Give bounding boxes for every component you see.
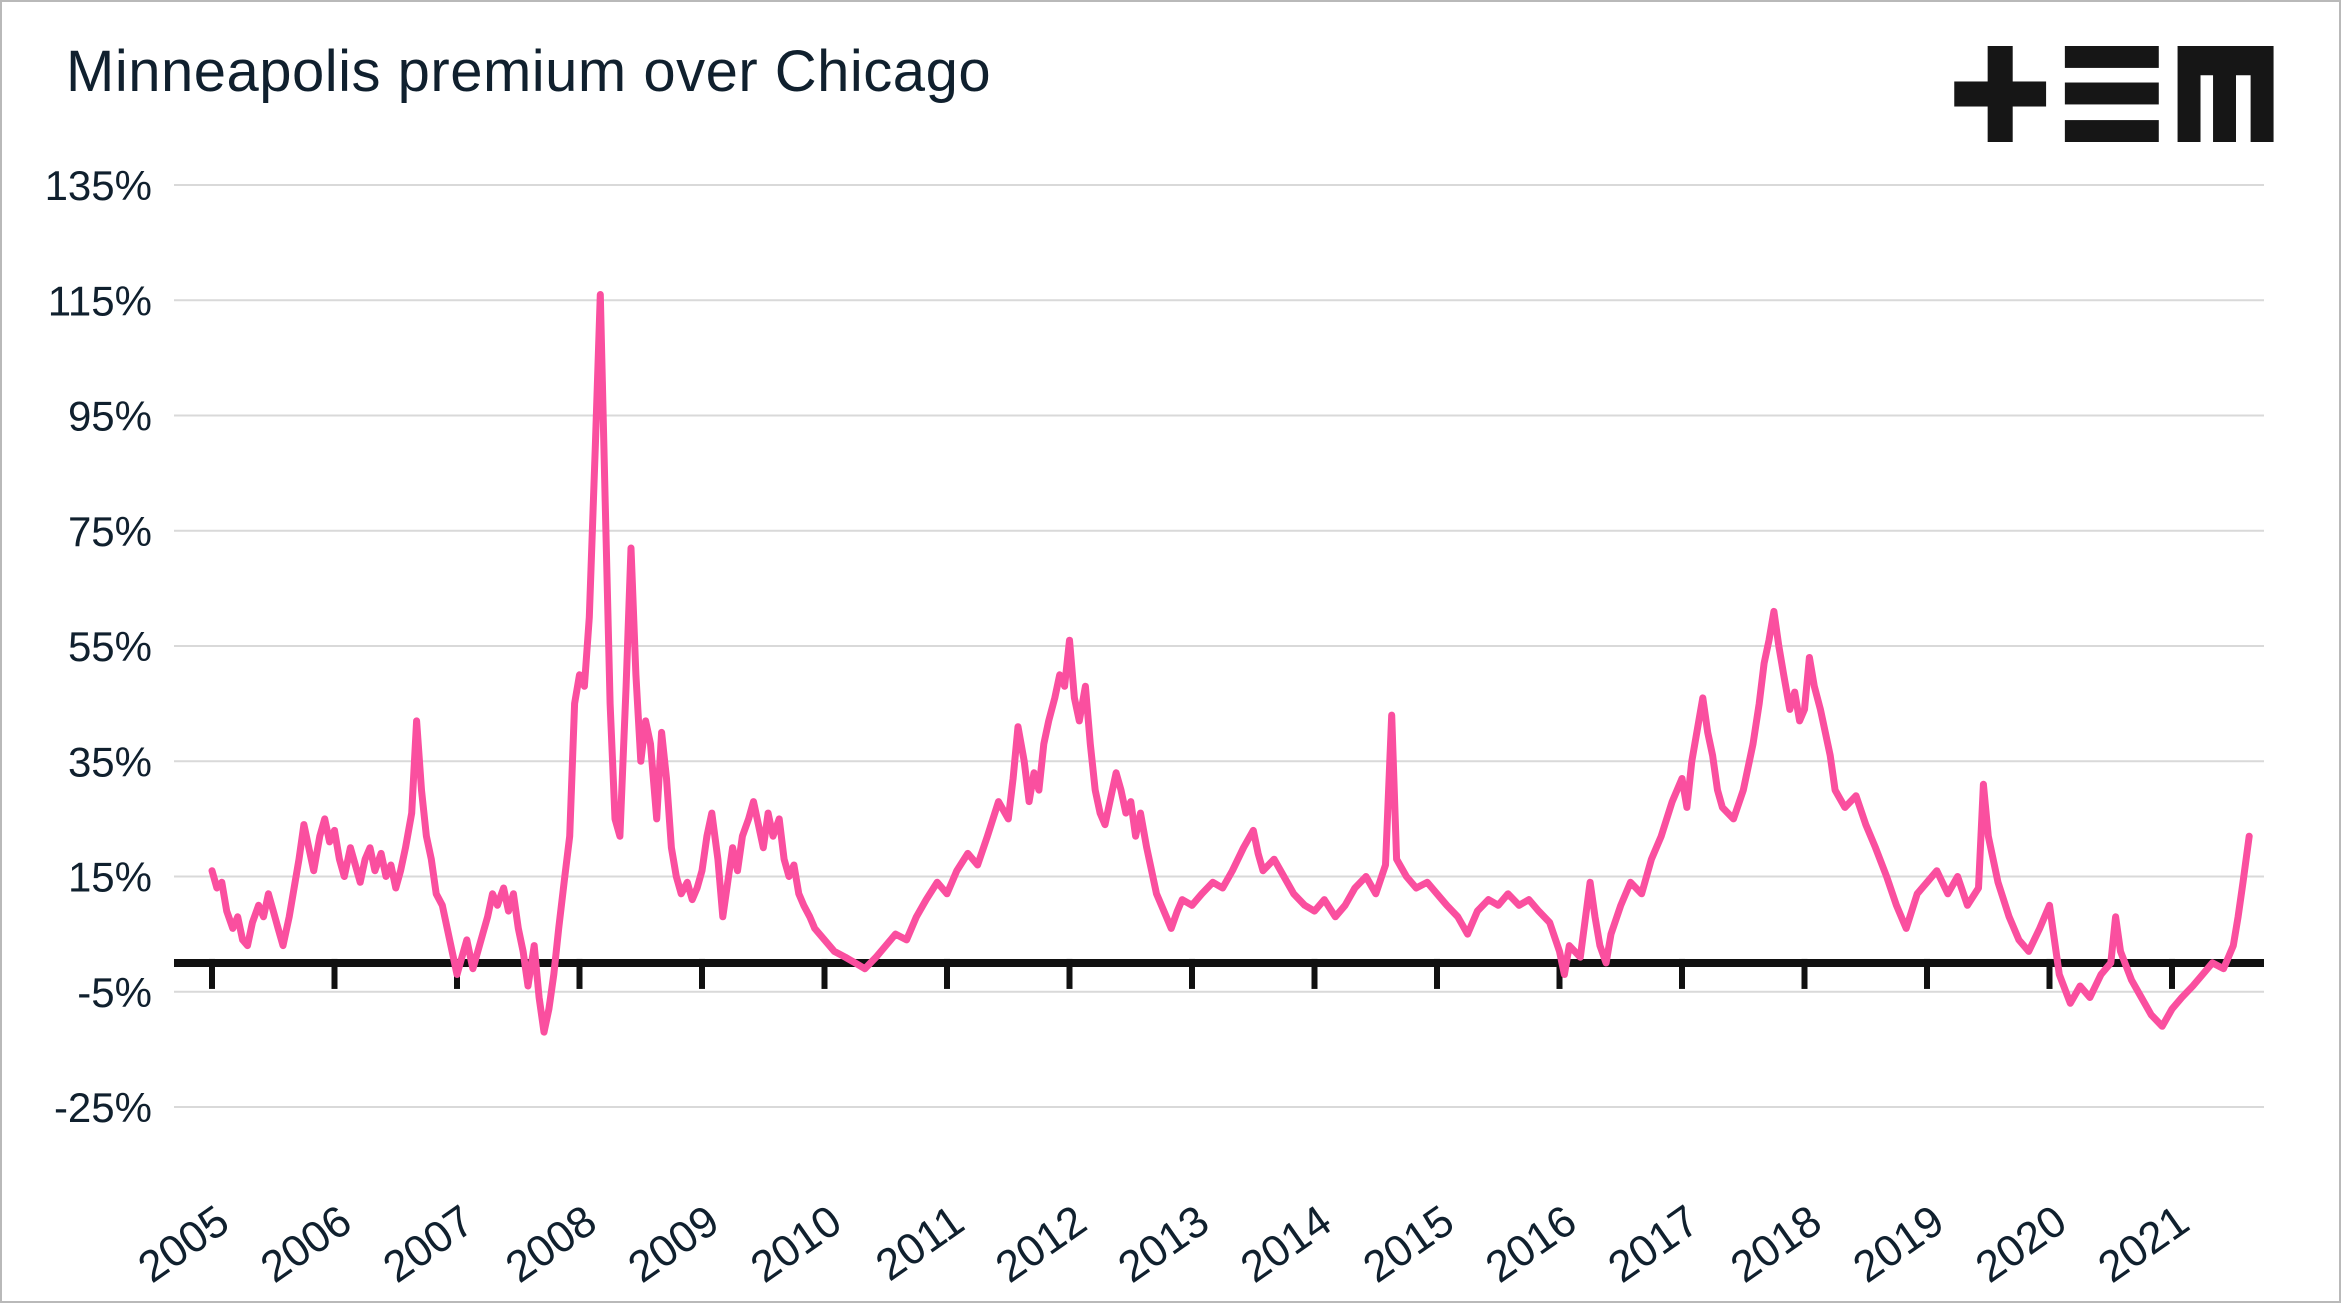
x-tick-label: 2018 (1722, 1196, 1830, 1292)
x-tick-label: 2016 (1477, 1196, 1585, 1292)
y-tick-label: 95% (68, 393, 152, 440)
y-tick-label: 35% (68, 738, 152, 785)
y-tick-label: 55% (68, 623, 152, 670)
x-tick-label: 2012 (987, 1196, 1095, 1292)
x-tick-label: 2009 (619, 1196, 727, 1292)
y-tick-label: 75% (68, 508, 152, 555)
tem-logo (1954, 46, 2274, 142)
y-tick-label: -25% (54, 1084, 152, 1131)
x-tick-label: 2013 (1109, 1196, 1217, 1292)
x-tick-label: 2005 (129, 1196, 237, 1292)
x-tick-label: 2008 (497, 1196, 605, 1292)
chart-title: Minneapolis premium over Chicago (66, 39, 992, 104)
gridlines (174, 184, 2264, 1108)
y-tick-label: 15% (68, 854, 152, 901)
series-line (208, 291, 2253, 1036)
y-tick-label: 115% (48, 277, 152, 324)
logo-bars-icon (2064, 46, 2159, 142)
y-axis-labels: -25% -5% 15% 35% 55% 75% 95% 115% 135% (45, 162, 152, 1131)
x-tick-label: 2015 (1354, 1196, 1462, 1292)
x-axis (174, 958, 2264, 989)
x-tick-label: 2019 (1844, 1196, 1952, 1292)
x-tick-label: 2014 (1232, 1196, 1340, 1292)
x-tick-label: 2011 (867, 1196, 973, 1290)
logo-plus-icon (1954, 46, 2047, 142)
x-tick-label: 2010 (742, 1196, 850, 1292)
x-tick-label: 2017 (1599, 1196, 1707, 1292)
y-tick-label: 135% (45, 162, 152, 209)
x-axis-labels: 2005 2006 2007 2008 2009 2010 2011 2012 2013 2014… (129, 1196, 2197, 1292)
y-tick-label: -5% (77, 969, 152, 1016)
logo-m-icon (2177, 46, 2274, 142)
x-tick-label: 2020 (1967, 1196, 2075, 1292)
x-tick-label: 2021 (2089, 1196, 2197, 1292)
x-tick-label: 2006 (252, 1196, 360, 1292)
x-tick-label: 2007 (374, 1196, 482, 1292)
